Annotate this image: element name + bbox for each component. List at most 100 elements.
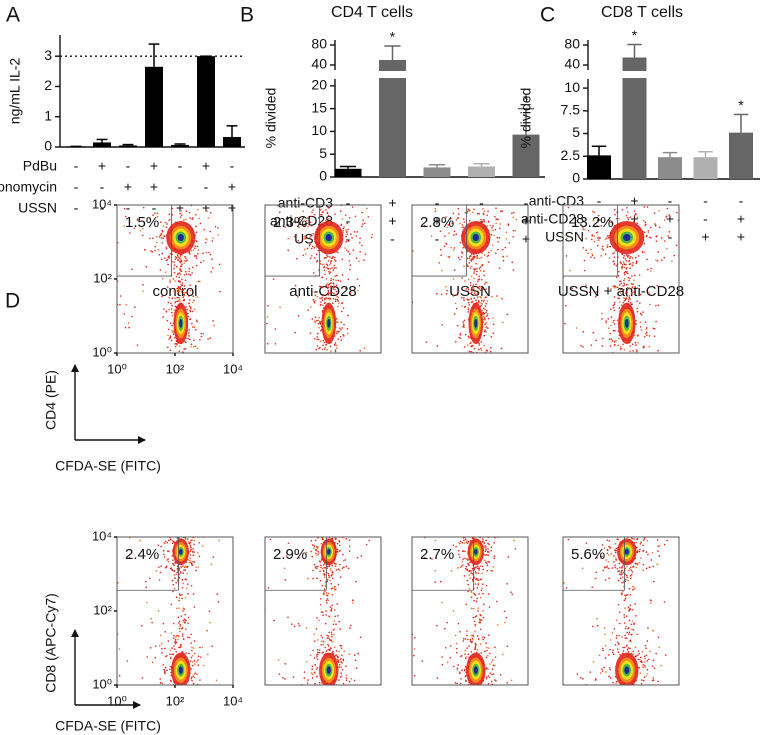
event-dot — [192, 302, 194, 304]
event-dot — [327, 287, 329, 289]
event-dot — [468, 574, 470, 576]
event-dot — [179, 594, 181, 596]
event-dot — [188, 700, 190, 702]
event-dot — [460, 678, 462, 680]
event-dot — [644, 251, 646, 253]
event-dot — [603, 701, 605, 703]
event-dot — [333, 369, 335, 371]
event-dot — [478, 349, 480, 351]
event-dot — [639, 562, 641, 564]
event-dot — [329, 650, 331, 652]
event-dot — [180, 647, 182, 649]
event-dot — [465, 212, 467, 214]
event-dot — [505, 247, 507, 249]
event-dot — [480, 597, 482, 599]
event-dot — [620, 689, 622, 691]
event-dot — [489, 672, 491, 674]
event-dot — [469, 691, 471, 693]
event-dot — [458, 337, 460, 339]
density-contour — [474, 549, 477, 555]
event-dot — [490, 550, 492, 552]
event-dot — [456, 219, 458, 221]
event-dot — [629, 267, 631, 269]
event-dot — [435, 208, 437, 210]
event-dot — [189, 543, 191, 545]
event-dot — [621, 570, 623, 572]
event-dot — [184, 256, 186, 258]
event-dot — [317, 652, 319, 654]
event-dot — [619, 301, 621, 303]
condition-sign: - — [178, 158, 183, 174]
event-dot — [618, 644, 620, 646]
significance: * — [738, 97, 744, 113]
event-dot — [653, 660, 655, 662]
event-dot — [326, 650, 328, 652]
event-dot — [326, 592, 328, 594]
event-dot — [343, 689, 345, 691]
event-dot — [464, 359, 466, 361]
event-dot — [182, 282, 184, 284]
event-dot — [612, 253, 614, 255]
event-dot — [189, 252, 191, 254]
y-axis-label: ng/mL IL-2 — [7, 58, 23, 125]
event-dot — [346, 233, 348, 235]
event-dot — [646, 655, 648, 657]
event-dot — [631, 574, 633, 576]
event-dot — [328, 592, 330, 594]
event-dot — [188, 335, 190, 337]
event-dot — [310, 332, 312, 334]
event-dot — [637, 692, 639, 694]
event-dot — [208, 217, 210, 219]
event-dot — [165, 567, 167, 569]
event-dot — [469, 351, 471, 353]
event-dot — [647, 673, 649, 675]
event-dot — [500, 210, 502, 212]
event-dot — [325, 623, 327, 625]
event-dot — [190, 633, 192, 635]
condition-sign: + — [737, 229, 745, 245]
percent-label: 2.9% — [273, 546, 307, 563]
event-dot — [634, 286, 636, 288]
event-dot — [506, 313, 508, 315]
event-dot — [483, 270, 485, 272]
event-dot — [649, 650, 651, 652]
event-dot — [299, 625, 301, 627]
event-dot — [322, 287, 324, 289]
event-dot — [201, 333, 203, 335]
event-dot — [364, 223, 366, 225]
bar — [729, 133, 753, 179]
event-dot — [177, 290, 179, 292]
event-dot — [644, 661, 646, 663]
event-dot — [348, 568, 350, 570]
event-dot — [473, 608, 475, 610]
event-dot — [465, 539, 467, 541]
event-dot — [316, 261, 318, 263]
condition-sign: - — [74, 179, 79, 195]
event-dot — [190, 541, 192, 543]
event-dot — [636, 551, 638, 553]
event-dot — [330, 271, 332, 273]
condition-sign: + — [98, 158, 106, 174]
event-dot — [626, 271, 628, 273]
event-dot — [605, 253, 607, 255]
event-dot — [626, 615, 628, 617]
event-dot — [184, 531, 186, 533]
event-dot — [481, 220, 483, 222]
event-dot — [615, 644, 617, 646]
event-dot — [485, 549, 487, 551]
event-dot — [334, 359, 336, 361]
event-dot — [187, 338, 189, 340]
event-dot — [464, 669, 466, 671]
event-dot — [330, 286, 332, 288]
event-dot — [455, 682, 457, 684]
event-dot — [325, 614, 327, 616]
event-dot — [180, 213, 182, 215]
event-dot — [181, 615, 183, 617]
event-dot — [476, 532, 478, 534]
event-dot — [331, 689, 333, 691]
condition-sign: + — [388, 213, 396, 229]
event-dot — [334, 589, 336, 591]
event-dot — [494, 531, 496, 533]
event-dot — [493, 234, 495, 236]
event-dot — [160, 221, 162, 223]
